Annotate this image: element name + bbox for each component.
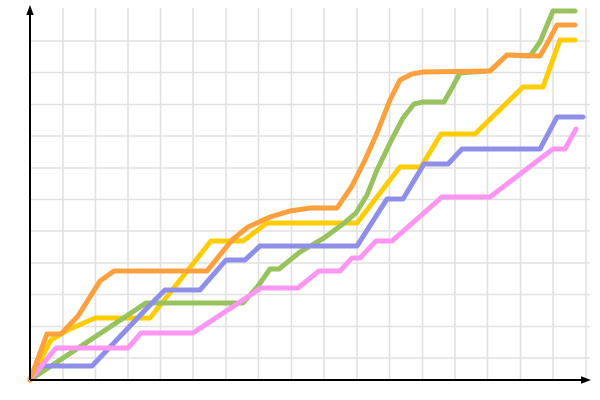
series-line-blue xyxy=(27,114,586,383)
y-axis-arrow-icon xyxy=(26,5,34,15)
series-line-yellow xyxy=(27,37,578,383)
x-axis-arrow-icon xyxy=(581,376,591,384)
series-line-orange xyxy=(27,22,578,383)
series-line-pink xyxy=(27,126,579,383)
